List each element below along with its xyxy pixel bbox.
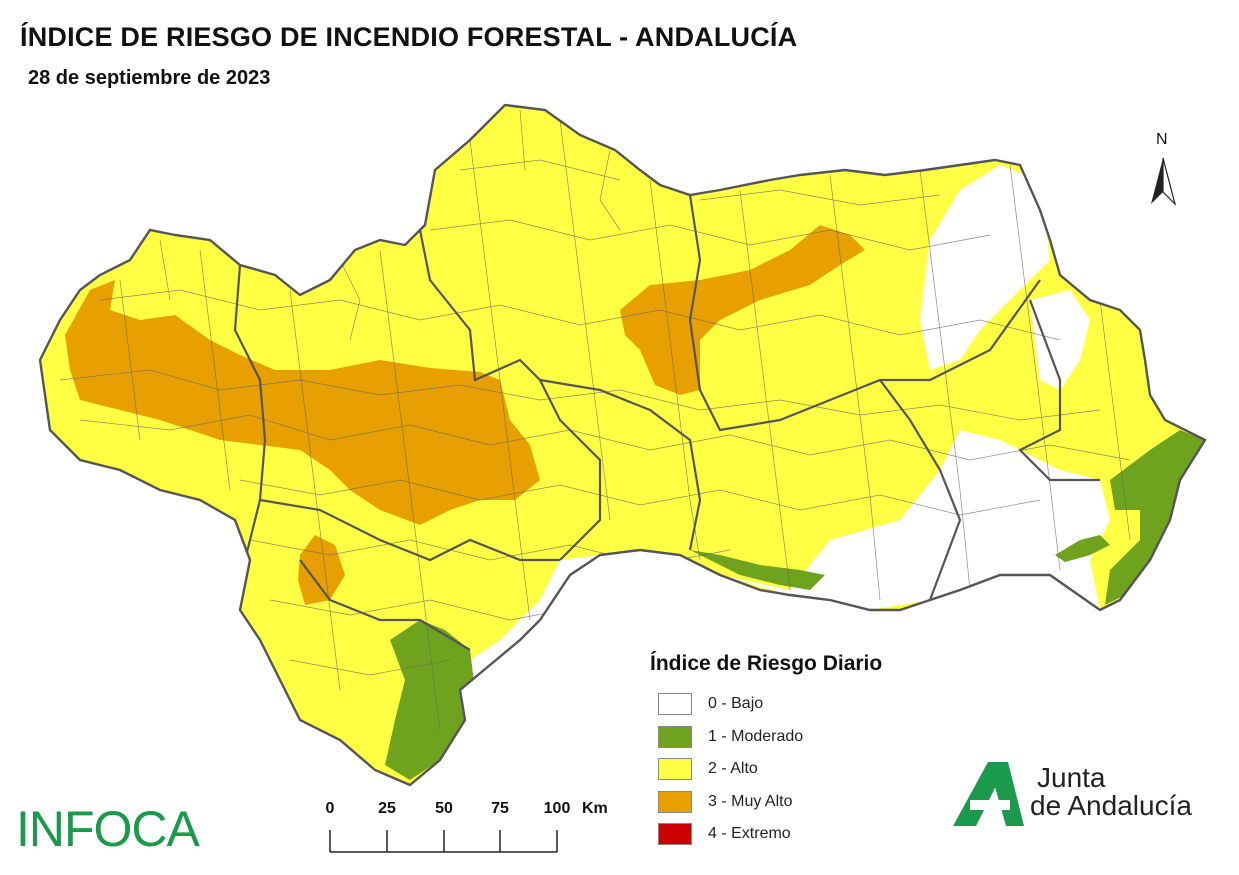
scale-unit: Km (582, 800, 608, 817)
legend-swatch-bajo (658, 693, 692, 716)
map-title: ÍNDICE DE RIESGO DE INCENDIO FORESTAL - … (20, 22, 798, 52)
legend-label-bajo: 0 - Bajo (708, 695, 764, 713)
legend-label-moderado: 1 - Moderado (708, 727, 804, 745)
scale-tick-50: 50 (435, 800, 453, 817)
legend-item-extremo: 4 - Extremo (650, 818, 882, 851)
north-arrow-label: N (1156, 131, 1168, 148)
zone-moderado-se (1055, 535, 1110, 562)
scale-tick-25: 25 (378, 800, 396, 817)
legend-item-moderado: 1 - Moderado (650, 721, 882, 754)
legend-swatch-muy-alto (658, 790, 692, 813)
junta-andalucia-logo-icon (953, 762, 1024, 826)
legend-label-extremo: 4 - Extremo (708, 825, 791, 843)
zone-muyalto-sw (298, 535, 345, 605)
scale-tick-100: 100 (543, 800, 571, 817)
zone-moderado-almeria (1105, 430, 1205, 605)
legend-label-muy-alto: 3 - Muy Alto (708, 792, 793, 810)
legend: Índice de Riesgo Diario 0 - Bajo 1 - Mod… (650, 652, 882, 851)
infoca-logo: INFOCA (16, 801, 200, 857)
legend-swatch-moderado (658, 725, 692, 748)
municipal-boundaries (59, 109, 1131, 731)
scale-tick-75: 75 (491, 800, 509, 817)
scale-bar: 0 25 50 75 100 Km (320, 800, 608, 860)
zone-bajo-south (460, 430, 1110, 690)
north-arrow-icon (1151, 157, 1177, 206)
legend-item-bajo: 0 - Bajo (650, 688, 882, 721)
junta-logo-text-line1: Junta (1037, 762, 1106, 793)
legend-item-alto: 2 - Alto (650, 753, 882, 786)
province-boundaries (233, 194, 1100, 651)
legend-title: Índice de Riesgo Diario (650, 652, 883, 675)
scale-bar-line (329, 830, 558, 853)
legend-swatch-alto (658, 758, 692, 781)
legend-item-muy-alto: 3 - Muy Alto (650, 786, 882, 819)
scale-tick-0: 0 (325, 800, 335, 817)
zone-muyalto-west (65, 280, 540, 525)
legend-swatch-extremo (658, 823, 692, 846)
legend-label-alto: 2 - Alto (708, 760, 758, 778)
zone-bajo-east (920, 165, 1050, 370)
junta-logo-text-line2: de Andalucía (1030, 790, 1192, 821)
zone-moderado-coast (690, 550, 825, 590)
zone-muyalto-jaen (620, 225, 865, 395)
map-date: 28 de septiembre de 2023 (28, 67, 271, 89)
